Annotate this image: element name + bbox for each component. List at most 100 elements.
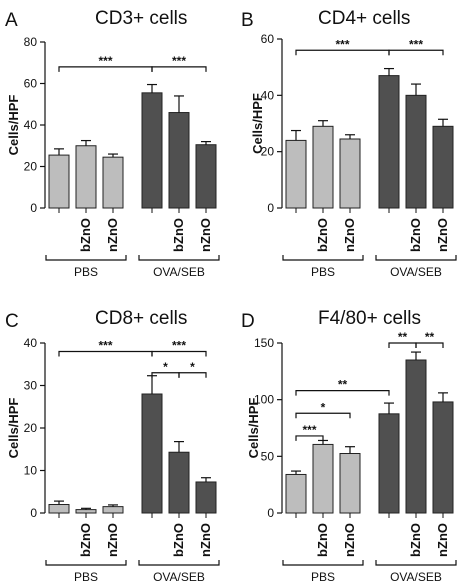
chart-panel-b: B CD4+ cells Cells/HPF 0 20 40 60 bZnO nZnO bZnO n… xyxy=(241,8,457,279)
significance-bracket xyxy=(178,372,207,378)
y-tick-label: 100 xyxy=(254,393,274,407)
chart-title: F4/80+ cells xyxy=(318,308,421,329)
bar xyxy=(141,92,163,209)
y-tick-label: 0 xyxy=(267,201,274,215)
y-tick-label: 10 xyxy=(24,464,38,478)
bar xyxy=(75,145,97,209)
significance-label: * xyxy=(321,400,326,414)
chart-title: CD3+ cells xyxy=(95,8,187,29)
significance-label: *** xyxy=(98,339,112,353)
category-label: bZnO xyxy=(171,218,186,252)
bar xyxy=(102,506,124,514)
chart-title: CD4+ cells xyxy=(318,8,410,29)
significance-label: *** xyxy=(98,54,112,68)
category-label: bZnO xyxy=(408,218,423,252)
category-label: bZnO xyxy=(78,523,93,557)
y-tick-label: 0 xyxy=(267,506,274,520)
significance-bracket xyxy=(295,390,390,396)
category-label: nZnO xyxy=(342,218,357,252)
group-label: OVA/SEB xyxy=(390,265,442,279)
group-label: PBS xyxy=(74,570,98,582)
y-tick-label: 150 xyxy=(254,336,274,350)
group-label: PBS xyxy=(311,570,335,582)
bar xyxy=(168,451,190,514)
significance-bracket xyxy=(388,49,444,56)
category-label: bZnO xyxy=(78,218,93,252)
group-label: OVA/SEB xyxy=(390,570,442,582)
bar xyxy=(195,481,217,514)
bar xyxy=(378,75,400,209)
category-label: bZnO xyxy=(171,523,186,557)
significance-bracket xyxy=(415,342,444,348)
bar xyxy=(405,94,427,209)
bar xyxy=(312,125,334,209)
bar xyxy=(285,139,307,209)
y-tick-label: 60 xyxy=(261,32,275,46)
y-tick-label: 20 xyxy=(24,160,38,174)
significance-label: *** xyxy=(302,423,316,437)
category-label: nZnO xyxy=(435,523,450,557)
y-tick-label: 30 xyxy=(24,379,38,393)
chart-title: CD8+ cells xyxy=(95,308,187,329)
group-bracket xyxy=(45,560,127,566)
category-label: bZnO xyxy=(408,523,423,557)
significance-bracket xyxy=(151,66,207,72)
y-axis-label: Cells/HPF xyxy=(6,398,21,459)
panel-letter: B xyxy=(241,10,254,31)
category-label: nZnO xyxy=(105,523,120,557)
y-axis-label: Cells/HPF xyxy=(246,398,261,459)
category-label: nZnO xyxy=(198,218,213,252)
bar xyxy=(285,473,307,514)
bar xyxy=(432,401,454,514)
chart-panel-c: C CD8+ cells Cells/HPF 0 10 20 30 40 bZnO nZnO bZn… xyxy=(5,308,220,582)
significance-bracket xyxy=(151,350,207,357)
category-label: bZnO xyxy=(315,218,330,252)
chart-panel-a: A CD3+ cells Cells/HPF 0 20 40 60 80 bZnO nZnO bZn… xyxy=(5,8,220,279)
significance-bracket xyxy=(295,412,351,419)
y-tick-label: 40 xyxy=(261,88,275,102)
group-bracket xyxy=(138,560,220,566)
bar xyxy=(339,138,361,209)
bar xyxy=(312,443,334,514)
panel-letter: C xyxy=(5,311,19,332)
significance-label: ** xyxy=(398,330,408,344)
bar xyxy=(48,504,70,514)
y-tick-label: 0 xyxy=(30,506,37,520)
significance-label: ** xyxy=(338,378,348,392)
group-label: PBS xyxy=(74,265,98,279)
bar xyxy=(102,156,124,209)
bar xyxy=(75,509,97,514)
y-tick-label: 20 xyxy=(24,421,38,435)
category-label: nZnO xyxy=(342,523,357,557)
group-bracket xyxy=(45,255,127,261)
bar xyxy=(168,112,190,209)
y-axis-label: Cells/HPF xyxy=(250,93,265,154)
bar xyxy=(339,453,361,514)
y-tick-label: 40 xyxy=(24,118,38,132)
y-tick-label: 0 xyxy=(30,201,37,215)
panel-letter: D xyxy=(241,311,255,332)
significance-label: ** xyxy=(425,330,435,344)
y-tick-label: 60 xyxy=(24,77,38,91)
significance-label: * xyxy=(163,360,168,374)
panel-letter: A xyxy=(5,10,18,31)
bar xyxy=(405,359,427,514)
significance-label: * xyxy=(190,360,195,374)
group-bracket xyxy=(375,560,457,566)
significance-label: *** xyxy=(409,37,423,51)
significance-label: *** xyxy=(172,54,186,68)
y-tick-label: 80 xyxy=(24,35,38,49)
bar xyxy=(48,154,70,209)
group-bracket xyxy=(282,255,364,261)
y-tick-label: 40 xyxy=(24,336,38,350)
significance-bracket xyxy=(295,435,324,441)
significance-label: *** xyxy=(172,339,186,353)
group-bracket xyxy=(138,255,220,261)
category-label: nZnO xyxy=(435,218,450,252)
significance-label: *** xyxy=(335,37,349,51)
category-label: bZnO xyxy=(315,523,330,557)
bar xyxy=(378,413,400,514)
category-label: nZnO xyxy=(198,523,213,557)
chart-panel-d: D F4/80+ cells Cells/HPF 0 50 100 150 bZnO nZnO b… xyxy=(241,308,457,582)
